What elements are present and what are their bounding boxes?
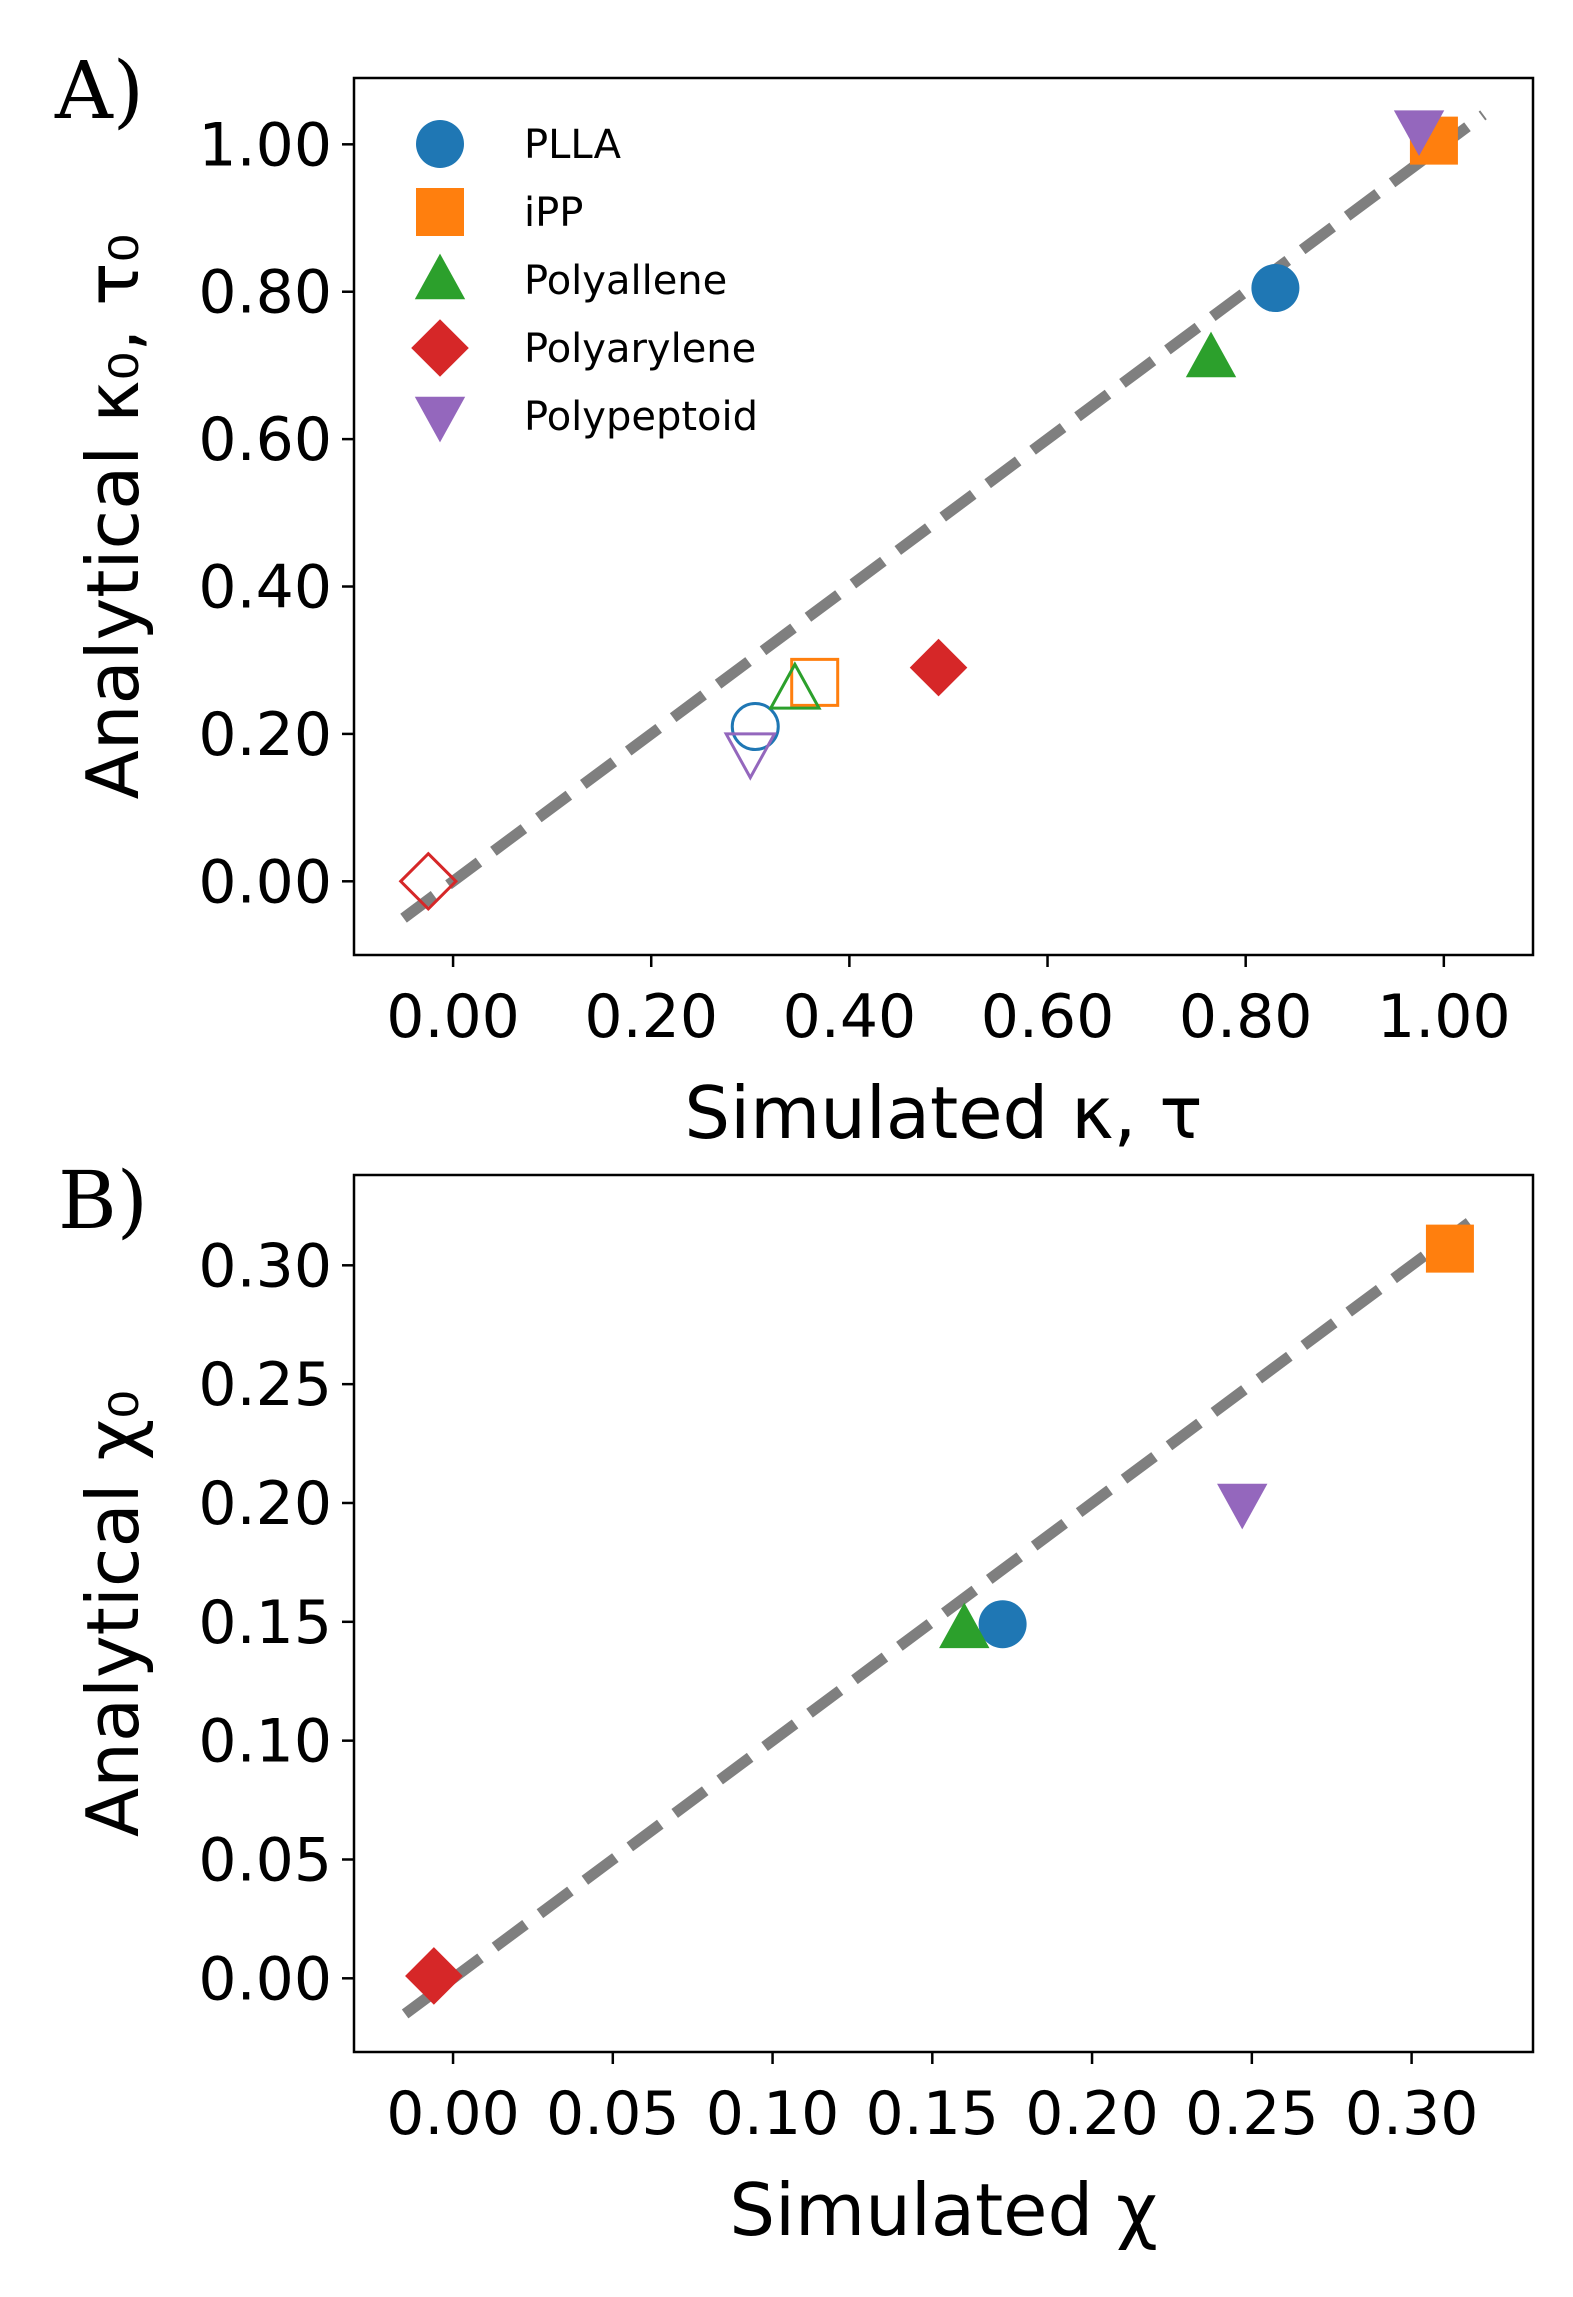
panel-label: B) bbox=[58, 1154, 148, 1247]
legend-label-polyarylene: Polyarylene bbox=[524, 326, 756, 372]
x-tick-label: 0.60 bbox=[981, 982, 1115, 1052]
legend-marker-polyallene bbox=[414, 253, 466, 300]
x-tick-label: 0.10 bbox=[706, 2079, 840, 2149]
panel-label: A) bbox=[54, 44, 144, 137]
diagonal-reference-line bbox=[401, 1208, 1486, 2019]
x-tick-label: 0.25 bbox=[1185, 2079, 1319, 2149]
point-polyallene-open bbox=[768, 661, 822, 710]
legend-marker-ipp bbox=[416, 188, 464, 236]
point-polypeptoid-open bbox=[723, 732, 777, 781]
y-tick-label: 0.60 bbox=[198, 405, 332, 475]
point-polypeptoid-filled bbox=[1393, 110, 1445, 156]
legend-label-ipp: iPP bbox=[524, 190, 583, 236]
legend-label-plla: PLLA bbox=[524, 122, 622, 168]
axes-frame bbox=[352, 1173, 1535, 2054]
x-tick-label: 0.30 bbox=[1345, 2079, 1479, 2149]
y-tick-label: 0.20 bbox=[198, 700, 332, 770]
point-polyallene-filled bbox=[1185, 331, 1237, 378]
point-polyallene-filled bbox=[939, 1602, 990, 1649]
point-polyarylene-filled bbox=[405, 1947, 463, 2005]
legend-marker-polyarylene bbox=[411, 319, 469, 377]
axes-frame bbox=[352, 76, 1535, 957]
x-tick-label: 0.05 bbox=[546, 2079, 680, 2149]
point-polypeptoid-filled bbox=[1217, 1483, 1268, 1530]
diagonal-reference-line bbox=[400, 110, 1487, 923]
chart-a: A) 0.00 0.20 0.40 0.60 0.80 1.00 0.00 0.20 0.40 0.… bbox=[54, 44, 1535, 1155]
y-tick-label: 1.00 bbox=[198, 110, 332, 180]
y-tick-label: 0.00 bbox=[198, 847, 332, 917]
x-tick-label: 0.40 bbox=[783, 982, 917, 1052]
x-tick-label: 0.80 bbox=[1179, 982, 1313, 1052]
y-tick-label: 0.10 bbox=[198, 1707, 332, 1777]
point-polyarylene-filled bbox=[909, 638, 968, 697]
legend-label-polypeptoid: Polypeptoid bbox=[524, 394, 758, 440]
y-tick-label: 0.00 bbox=[198, 1944, 332, 2014]
legend-marker-plla bbox=[416, 120, 464, 168]
y-tick-label: 0.25 bbox=[198, 1350, 332, 1420]
point-polyarylene-open bbox=[398, 851, 459, 912]
point-ipp-filled bbox=[1425, 1224, 1474, 1273]
legend-label-polyallene: Polyallene bbox=[524, 258, 727, 304]
y-tick-label: 0.15 bbox=[198, 1588, 332, 1658]
y-tick-label: 0.30 bbox=[198, 1231, 332, 1301]
x-axis-label: Simulated κ, τ bbox=[684, 1071, 1202, 1155]
x-tick-label: 0.00 bbox=[386, 982, 520, 1052]
point-ipp-open bbox=[790, 657, 840, 707]
y-tick-label: 0.20 bbox=[198, 1469, 332, 1539]
chart-b: B) 0.00 0.05 0.10 0.15 0.20 0.25 0.30 0.00 0.05 0.… bbox=[58, 1154, 1535, 2252]
legend-marker-polypeptoid bbox=[414, 396, 466, 443]
y-axis-label: Analytical κ₀, τ₀ bbox=[71, 234, 155, 800]
x-tick-label: 0.15 bbox=[866, 2079, 1000, 2149]
y-tick-label: 0.40 bbox=[198, 553, 332, 623]
x-tick-label: 0.20 bbox=[1025, 2079, 1159, 2149]
point-plla-filled bbox=[978, 1600, 1027, 1649]
x-tick-label: 0.00 bbox=[386, 2079, 520, 2149]
point-plla-open bbox=[730, 702, 780, 752]
y-tick-label: 0.05 bbox=[198, 1825, 332, 1895]
x-tick-label: 1.00 bbox=[1377, 982, 1511, 1052]
point-plla-filled bbox=[1251, 264, 1300, 313]
y-axis-label: Analytical χ₀ bbox=[71, 1390, 155, 1837]
y-tick-label: 0.80 bbox=[198, 258, 332, 328]
x-tick-label: 0.20 bbox=[584, 982, 718, 1052]
legend: PLLA iPP Polyallene Polyarylene Polypeptoid bbox=[411, 120, 758, 443]
x-axis-label: Simulated χ bbox=[729, 2168, 1157, 2252]
